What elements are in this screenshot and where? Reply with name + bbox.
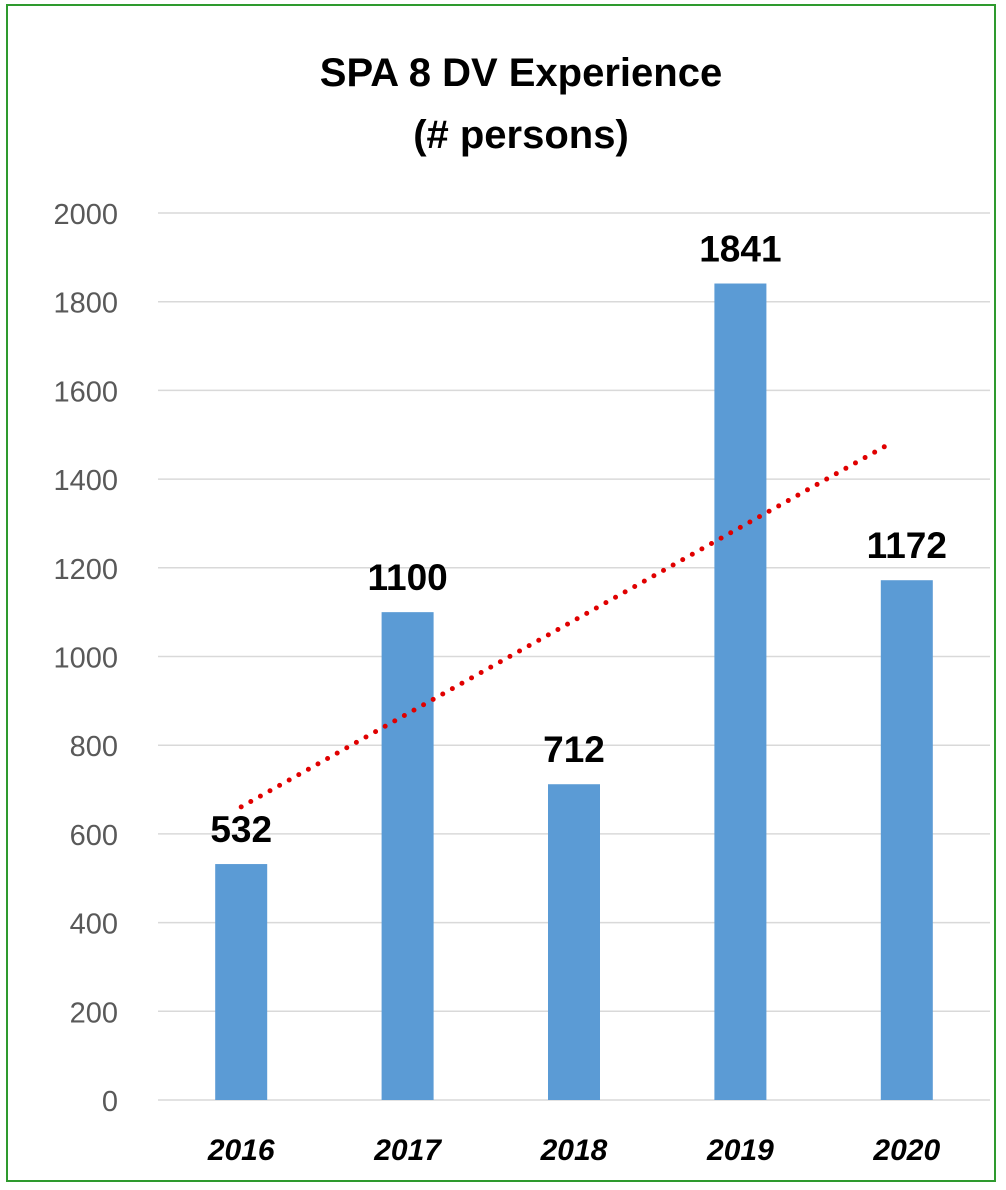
- x-tick-label-2019: 2019: [706, 1134, 774, 1167]
- y-tick-label: 1600: [53, 376, 118, 408]
- y-tick-label: 1800: [53, 288, 118, 320]
- bar-2017: [381, 612, 434, 1100]
- bar-2019: [714, 283, 767, 1101]
- x-tick-label-2018: 2018: [540, 1134, 608, 1167]
- y-tick-label: 1400: [53, 465, 118, 497]
- data-label-2016: 532: [210, 809, 272, 850]
- y-tick-label: 1200: [53, 554, 118, 586]
- x-tick-label-2017: 2017: [373, 1134, 442, 1167]
- bar-2020: [880, 580, 933, 1100]
- trendline-line: [238, 442, 890, 810]
- data-labels: 532 1100 712 1841 1172: [210, 229, 947, 851]
- bar-2016: [215, 864, 268, 1100]
- bars: [215, 283, 933, 1101]
- chart-frame: [6, 4, 996, 1182]
- y-tick-label: 200: [70, 997, 118, 1029]
- x-tick-label-2016: 2016: [207, 1134, 275, 1167]
- chart-title-line2: (# persons): [413, 113, 629, 157]
- gridlines: [158, 212, 990, 1101]
- y-tick-label: 800: [70, 731, 118, 763]
- x-axis-ticks: 2016 2017 2018 2019 2020: [207, 1134, 941, 1167]
- data-label-2020: 1172: [867, 525, 947, 566]
- chart-title-line1: SPA 8 DV Experience: [320, 51, 722, 95]
- data-label-2017: 1100: [367, 557, 447, 598]
- y-tick-label: 1000: [53, 643, 118, 675]
- y-tick-label: 2000: [53, 199, 118, 231]
- y-tick-label: 600: [70, 820, 118, 852]
- data-label-2018: 712: [543, 729, 605, 770]
- y-axis-ticks: 0 200 400 600 800 1000 1200 1400 1600 1800 2000: [53, 199, 118, 1118]
- data-label-2019: 1841: [699, 229, 781, 270]
- y-tick-label: 400: [70, 909, 118, 941]
- x-tick-label-2020: 2020: [872, 1134, 940, 1167]
- y-tick-label: 0: [102, 1086, 118, 1118]
- bar-2018: [548, 784, 600, 1100]
- trendline: [238, 442, 890, 810]
